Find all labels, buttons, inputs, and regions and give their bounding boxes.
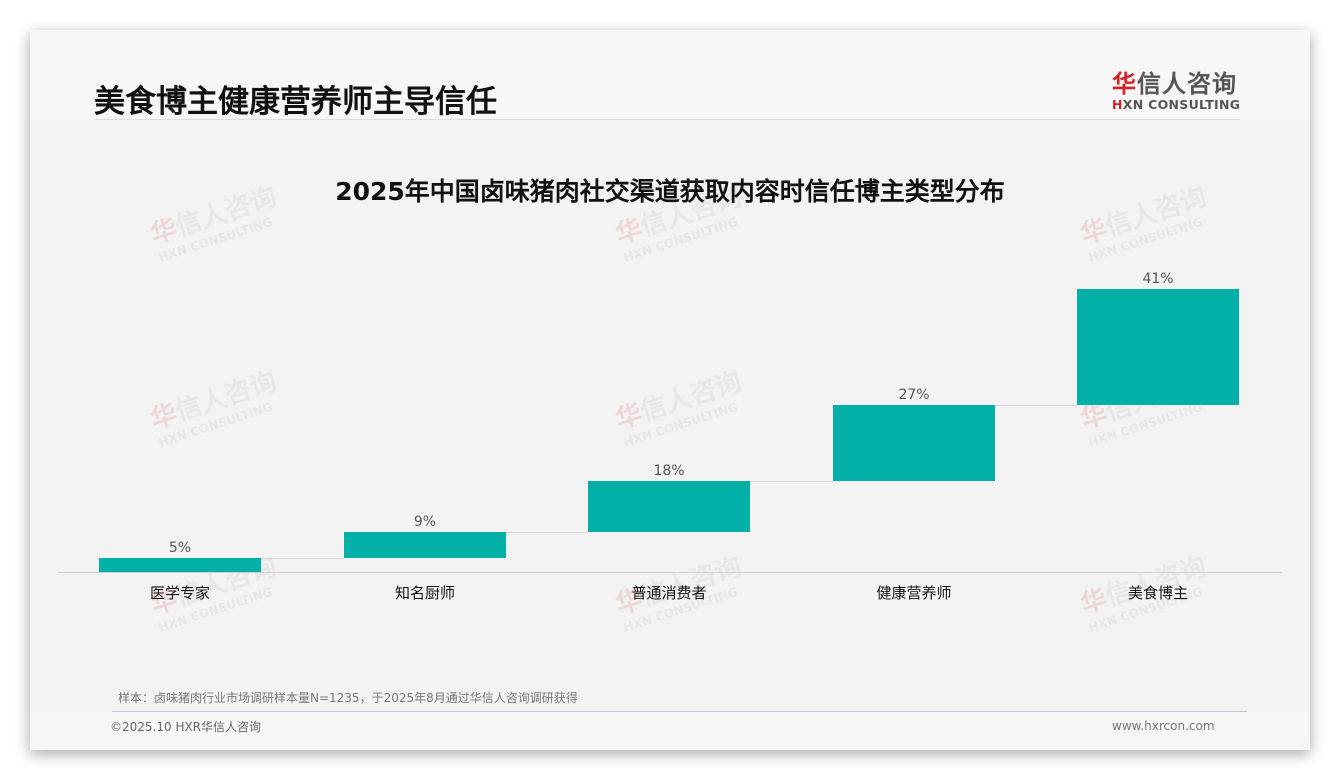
company-logo: 华信人咨询 HXN CONSULTING (1112, 64, 1242, 112)
connector-line (750, 481, 833, 482)
footer-band (30, 712, 1310, 750)
bar-value-label: 41% (1142, 271, 1174, 287)
bar-5 (1077, 289, 1239, 406)
chart-title: 2025年中国卤味猪肉社交渠道获取内容时信任博主类型分布 (335, 177, 1005, 206)
bar-4 (833, 405, 995, 482)
bar-value-label: 27% (898, 387, 930, 404)
website-link[interactable]: www.hxrcon.com (1112, 719, 1215, 733)
connector-line (261, 558, 344, 559)
footer-divider (112, 711, 1247, 712)
x-axis-category-label: 知名厨师 (394, 584, 455, 602)
bar-value-label: 5% (168, 539, 192, 556)
logo-cn: 华信人咨询 (1112, 64, 1242, 99)
waterfall-chart: 5% 医学专家 9% 知名厨师 18% 普通消费者 27% 健康营养师 41% 美食博主 (30, 30, 1310, 750)
logo-cn-rest: 信人咨询 (1137, 70, 1237, 98)
header-band (30, 30, 1310, 120)
logo-en: HXN CONSULTING (1112, 97, 1242, 112)
title-divider (94, 119, 1240, 120)
bar-3 (588, 481, 750, 533)
x-axis-line (58, 572, 1282, 573)
x-axis-category-label: 健康营养师 (876, 584, 952, 602)
bar-1 (99, 557, 261, 572)
logo-en-rest: XN CONSULTING (1122, 97, 1241, 112)
logo-hua-char: 华 (1112, 70, 1137, 98)
bar-value-label: 9% (413, 514, 437, 531)
x-axis-category-label: 医学专家 (149, 584, 210, 602)
slide: 美食博主健康营养师主导信任 华信人咨询 HXN CONSULTING 华信人咨询… (30, 30, 1310, 750)
x-axis-category-label: 普通消费者 (631, 584, 707, 602)
source-note: 样本：卤味猪肉行业市场调研样本量N=1235，于2025年8月通过华信人咨询调研… (118, 691, 578, 705)
connector-line (995, 405, 1077, 406)
connector-line (506, 532, 588, 533)
logo-en-first: H (1112, 97, 1123, 112)
bar-2 (344, 532, 506, 558)
copyright-text: ©2025.10 HXR华信人咨询 (110, 720, 262, 734)
bar-value-label: 18% (653, 463, 685, 480)
page-title: 美食博主健康营养师主导信任 (94, 84, 497, 120)
x-axis-category-label: 美食博主 (1127, 584, 1188, 602)
